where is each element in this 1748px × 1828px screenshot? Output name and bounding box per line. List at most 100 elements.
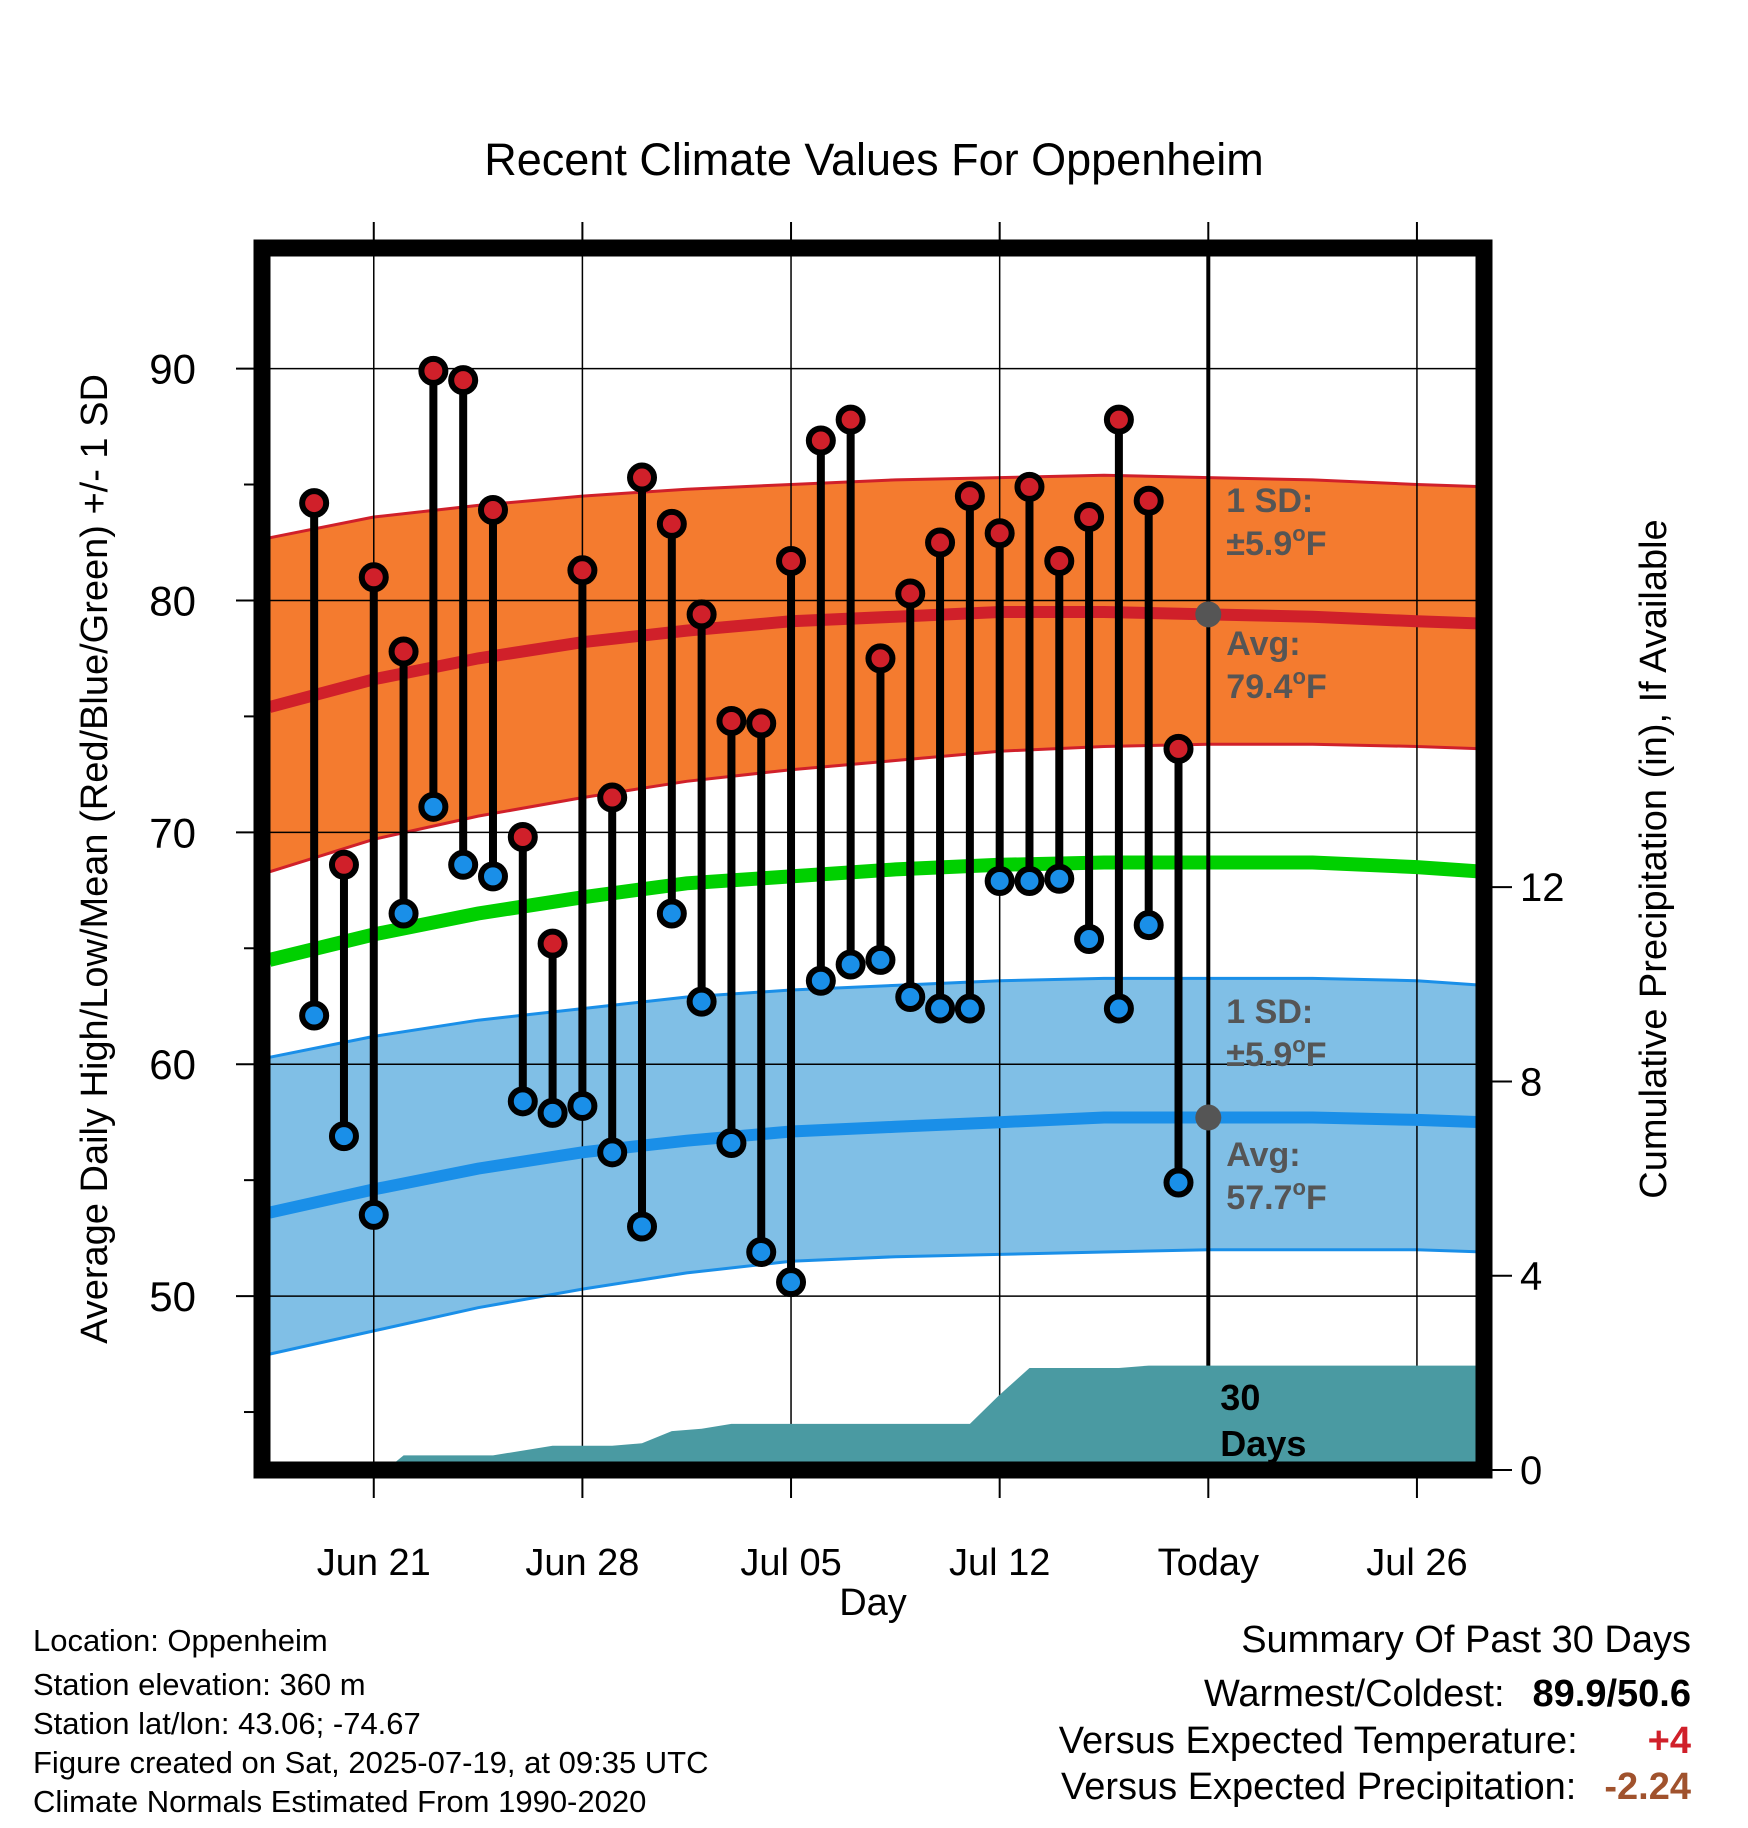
daily-high-point: [627, 462, 658, 493]
daily-high-point: [686, 599, 717, 630]
y-axis-label: Average Daily High/Low/Mean (Red/Blue/Gr…: [74, 374, 116, 1344]
info-normals: Climate Normals Estimated From 1990-2020: [33, 1784, 647, 1819]
daily-high-point: [388, 636, 419, 667]
high-sd-band-upper-edge: [269, 473, 1484, 540]
daily-low-point: [537, 1097, 568, 1128]
summary-warm-cold-value: 89.9/50.6: [1532, 1673, 1691, 1715]
daily-high-point: [1074, 501, 1105, 532]
daily-low-point: [1133, 910, 1164, 941]
info-latlon: Station lat/lon: 43.06; -74.67: [33, 1706, 421, 1741]
y-tick-label: 50: [149, 1273, 196, 1320]
daily-low-point: [328, 1121, 359, 1152]
daily-low-point: [627, 1211, 658, 1242]
summary-title: Summary Of Past 30 Days: [1241, 1619, 1691, 1661]
y-tick-label: 70: [149, 809, 196, 856]
precip-label-line1: 30: [1220, 1377, 1260, 1418]
y2-tick-label: 4: [1520, 1255, 1542, 1299]
summary-temp-value: +4: [1647, 1720, 1691, 1762]
summary-temp-label: Versus Expected Temperature:: [1058, 1720, 1578, 1762]
daily-high-point: [805, 425, 836, 456]
daily-low-point: [477, 861, 508, 892]
daily-low-point: [1103, 993, 1134, 1024]
low-sd-band-lower-edge: [269, 1248, 1484, 1356]
daily-low-point: [835, 949, 866, 980]
y2-tick-label: 8: [1520, 1060, 1542, 1104]
daily-low-point: [865, 944, 896, 975]
low-sd-band-upper-edge: [269, 976, 1484, 1059]
daily-low-point: [507, 1086, 538, 1117]
high-sd-value: ±5.9oF: [1226, 521, 1326, 563]
daily-high-point: [776, 546, 807, 577]
x-tick-label: Jul 26: [1366, 1542, 1467, 1584]
daily-high-point: [1014, 471, 1045, 502]
daily-high-point: [299, 488, 330, 519]
daily-high-point: [537, 928, 568, 959]
precip-area: [269, 1365, 1484, 1470]
summary-precip-value: -2.24: [1604, 1766, 1691, 1808]
daily-high-point: [477, 495, 508, 526]
daily-high-point: [1044, 546, 1075, 577]
daily-high-point: [1103, 404, 1134, 435]
daily-low-point: [716, 1128, 747, 1159]
daily-high-point: [656, 508, 687, 539]
daily-high-point: [567, 555, 598, 586]
daily-high-point: [597, 782, 628, 813]
daily-high-point: [895, 578, 926, 609]
daily-low-point: [686, 986, 717, 1017]
plot-frame: [253, 239, 1493, 1479]
daily-low-point: [1163, 1167, 1194, 1198]
summary-warm-cold-label: Warmest/Coldest:: [1203, 1673, 1505, 1715]
high-sd-band-lower-edge: [269, 742, 1484, 874]
y-tick-label: 90: [149, 346, 196, 393]
chart-title: Recent Climate Values For Oppenheim: [484, 134, 1264, 185]
high-sd-label: 1 SD:: [1226, 482, 1313, 520]
daily-high-point: [746, 708, 777, 739]
daily-low-point: [567, 1090, 598, 1121]
info-location: Location: Oppenheim: [33, 1623, 328, 1658]
daily-low-point: [1014, 866, 1045, 897]
low-sd-value: ±5.9oF: [1226, 1032, 1326, 1074]
y2-tick-label: 12: [1520, 866, 1565, 910]
summary-precipitation: Versus Expected Precipitation: -2.24: [1061, 1766, 1691, 1809]
today-low-avg-dot: [1195, 1104, 1222, 1131]
daily-high-point: [328, 849, 359, 880]
daily-high-point: [358, 562, 389, 593]
daily-low-point: [597, 1137, 628, 1168]
low-avg-line: [268, 1111, 1484, 1219]
x-tick-label: Jul 12: [949, 1542, 1050, 1584]
mean-avg-line: [267, 855, 1484, 967]
low-avg-label: Avg:: [1226, 1136, 1300, 1174]
high-avg-value: 79.4oF: [1226, 664, 1326, 706]
summary-precip-label: Versus Expected Precipitation:: [1060, 1766, 1577, 1808]
info-created: Figure created on Sat, 2025-07-19, at 09…: [33, 1745, 709, 1780]
x-tick-label: Jul 05: [740, 1542, 841, 1584]
daily-low-point: [388, 898, 419, 929]
y2-axis-label: Cumulative Precipitation (in), If Availa…: [1633, 519, 1675, 1198]
daily-high-point: [984, 518, 1015, 549]
daily-low-point: [1044, 863, 1075, 894]
daily-low-point: [746, 1237, 777, 1268]
y-tick-label: 60: [149, 1041, 196, 1088]
daily-low-point: [656, 898, 687, 929]
y2-tick-label: 0: [1520, 1449, 1542, 1493]
daily-low-point: [984, 866, 1015, 897]
daily-high-point: [1163, 733, 1194, 764]
daily-low-point: [805, 965, 836, 996]
x-tick-label: Jun 28: [525, 1542, 639, 1584]
daily-low-point: [1074, 923, 1105, 954]
daily-high-point: [925, 527, 956, 558]
summary-temperature: Versus Expected Temperature: +4: [1059, 1720, 1691, 1763]
precip-label-line2: Days: [1220, 1423, 1306, 1464]
low-sd-label: 1 SD:: [1226, 993, 1313, 1031]
info-elevation: Station elevation: 360 m: [33, 1667, 366, 1702]
today-high-avg-dot: [1195, 601, 1222, 628]
daily-low-point: [954, 993, 985, 1024]
daily-low-point: [776, 1267, 807, 1298]
high-avg-label: Avg:: [1226, 625, 1300, 663]
daily-high-point: [448, 365, 479, 396]
daily-high-point: [865, 643, 896, 674]
x-tick-label: Today: [1158, 1542, 1259, 1584]
daily-high-point: [507, 821, 538, 852]
high-avg-line: [267, 606, 1484, 713]
